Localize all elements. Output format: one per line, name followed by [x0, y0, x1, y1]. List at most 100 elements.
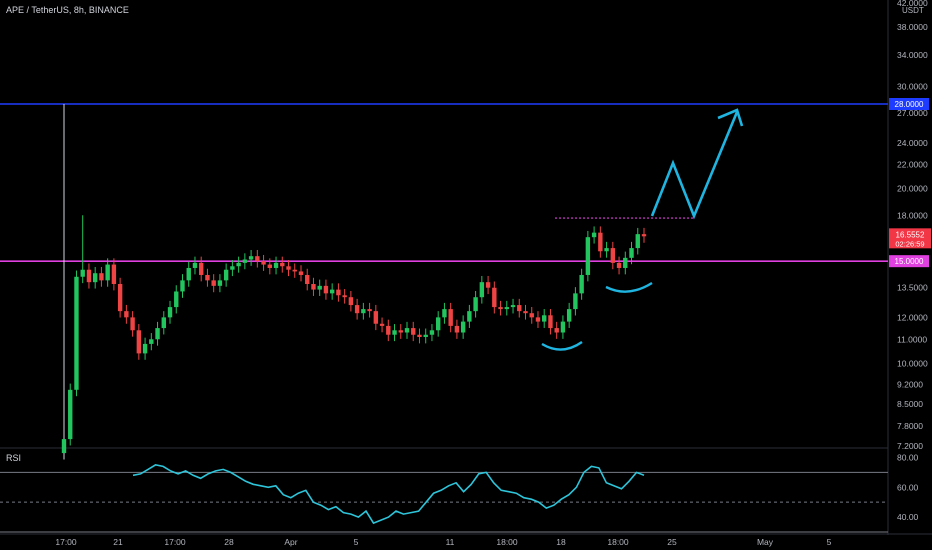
candle-body [641, 234, 647, 237]
price-tick-label: 13.5000 [897, 283, 928, 293]
candle-body [398, 330, 403, 333]
candle [448, 302, 453, 333]
candle-body [111, 264, 117, 285]
horizontal-levels[interactable]: 28.0000 15.0000 [0, 98, 929, 268]
candle-body [161, 317, 166, 329]
candle [510, 298, 516, 314]
candle [479, 275, 485, 304]
symbol-title[interactable]: APE / TetherUS, 8h, BINANCE [6, 5, 129, 15]
candle [492, 281, 497, 314]
candle-body [498, 307, 503, 310]
candle-body [280, 262, 285, 267]
candle-body [354, 305, 360, 314]
candle [342, 289, 347, 304]
candle [317, 279, 322, 296]
candle-body [255, 256, 260, 262]
candle-body [554, 328, 559, 333]
candle [629, 241, 634, 265]
time-tick-label: 17:00 [55, 537, 77, 547]
candle-body [61, 439, 67, 454]
candle-body [423, 334, 428, 337]
candle [560, 315, 566, 339]
candle-body [548, 315, 553, 329]
candle [80, 215, 85, 284]
rsi-tick-label: 80.00 [897, 452, 919, 462]
candle-body [411, 328, 416, 335]
candle-body [311, 284, 316, 290]
candle-body [261, 261, 266, 265]
candle [504, 300, 509, 316]
candle-body [80, 269, 85, 277]
candle-body [610, 248, 616, 263]
candle [155, 321, 160, 346]
price-scale[interactable]: 7.2000 7.8000 8.5000 9.2000 10.0000 11.0000 12… [897, 0, 928, 451]
candle-body [504, 307, 509, 310]
candle [429, 324, 435, 342]
time-tick-label: 5 [827, 537, 832, 547]
candle [273, 256, 279, 275]
candle [548, 309, 553, 335]
candle-body [174, 291, 179, 308]
candle-body [523, 311, 528, 314]
candle-body [273, 262, 279, 268]
candle-body [542, 315, 547, 322]
candle-body [117, 284, 123, 312]
candle [323, 279, 329, 300]
candle [105, 258, 110, 287]
candle [616, 256, 622, 275]
price-tick-label: 22.0000 [897, 160, 928, 170]
rsi-line [132, 464, 645, 525]
price-tick-label: 30.0000 [897, 82, 928, 92]
support-tag [889, 255, 929, 268]
candle-body [68, 389, 73, 440]
left-shoulder-arc [541, 341, 583, 351]
price-tick-label: 7.8000 [897, 421, 923, 431]
candle [130, 311, 135, 337]
candle-body [367, 309, 372, 312]
candle [523, 304, 528, 320]
candle-body [629, 248, 634, 258]
candle-body [248, 256, 254, 260]
candle [423, 328, 428, 344]
candle-body [517, 305, 522, 312]
drawings[interactable] [541, 108, 744, 351]
last-price-tag [889, 228, 931, 249]
time-tick-label: Apr [284, 537, 297, 547]
rsi-tick-label: 60.00 [897, 482, 919, 492]
candle-body [323, 285, 329, 294]
candle [454, 319, 460, 339]
price-tick-label: 20.0000 [897, 184, 928, 194]
time-scale[interactable]: 17:00 21 17:00 28 Apr 5 11 18:00 18 18:00 25 May 5 [55, 537, 831, 547]
candle [336, 283, 341, 302]
candle [498, 300, 503, 316]
candle [373, 304, 379, 331]
candle [61, 104, 67, 460]
candle [404, 321, 410, 339]
resistance-tag-label: 28.0000 [895, 100, 924, 109]
candle-body [149, 339, 154, 344]
candle-body [105, 264, 110, 281]
rsi-tick-label: 40.00 [897, 512, 919, 522]
candle-body [579, 274, 584, 294]
time-tick-label: 21 [113, 537, 123, 547]
candle-body [205, 274, 210, 281]
candle [641, 227, 647, 243]
rsi-label: RSI [6, 453, 22, 463]
candle-body [404, 328, 410, 333]
candle-body [192, 262, 198, 268]
candle [174, 285, 179, 314]
candle-body [417, 334, 422, 337]
candle-body [305, 274, 310, 285]
candle [199, 256, 204, 282]
time-tick-label: 5 [354, 537, 359, 547]
candle-body [230, 266, 235, 270]
candle [255, 249, 260, 268]
price-tick-label: 9.2000 [897, 379, 923, 389]
candle [604, 241, 609, 258]
price-tick-label: 27.0000 [897, 108, 928, 118]
candle [223, 263, 229, 287]
candle [473, 290, 478, 318]
candle [117, 277, 123, 318]
candle [367, 302, 372, 318]
